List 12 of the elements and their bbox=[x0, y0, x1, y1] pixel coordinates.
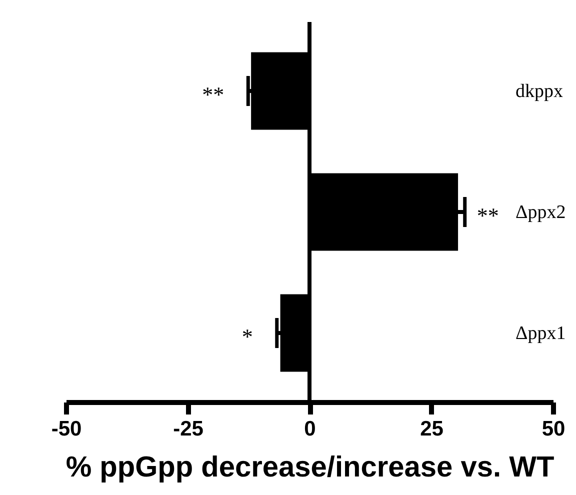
x-tick-label: 25 bbox=[420, 418, 444, 440]
y-tick-label: Δppx1 bbox=[516, 323, 566, 344]
y-tick-label: Δppx2 bbox=[516, 202, 566, 223]
x-axis-title: % ppGpp decrease/increase vs. WT bbox=[66, 452, 554, 484]
x-tick-label: 50 bbox=[542, 418, 566, 440]
x-tick-label: -50 bbox=[51, 418, 82, 440]
annotation: ** bbox=[202, 82, 224, 107]
annotation: ** bbox=[476, 203, 499, 228]
x-tick-label: 0 bbox=[304, 418, 316, 440]
x-tick-label: -25 bbox=[173, 418, 204, 440]
annotation: * bbox=[242, 324, 253, 350]
y-tick-label: dkppx bbox=[516, 80, 564, 102]
